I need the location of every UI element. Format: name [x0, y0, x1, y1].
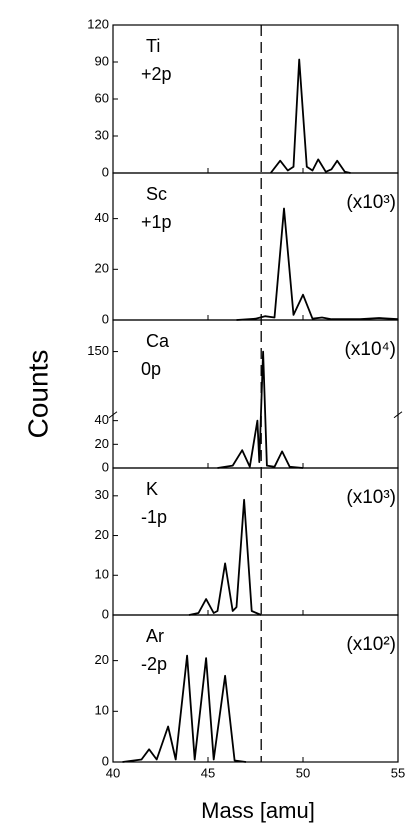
panel-sublabel: +2p [141, 64, 172, 84]
x-axis-label: Mass [amu] [201, 798, 315, 823]
y-tick-label: 30 [95, 127, 109, 142]
spectrum-line [236, 207, 399, 321]
y-tick-label: 0 [102, 753, 109, 768]
spectrum-line [217, 350, 304, 469]
y-tick-label: 150 [87, 343, 109, 358]
panel-multiplier: (x10³) [346, 192, 396, 213]
x-tick-label: 40 [106, 765, 120, 780]
panel-sublabel: -1p [141, 507, 167, 527]
y-tick-label: 90 [95, 53, 109, 68]
panel-frame [112, 614, 399, 763]
y-tick-label: 40 [95, 412, 109, 427]
y-tick-label: 20 [95, 261, 109, 276]
y-axis-label: Counts [22, 350, 53, 439]
y-tick-label: 10 [95, 567, 109, 582]
axis-break [108, 411, 118, 419]
spectrum-line [188, 498, 262, 616]
y-tick-label: 0 [102, 311, 109, 326]
panel-sublabel: -2p [141, 654, 167, 674]
y-tick-label: 20 [95, 436, 109, 451]
y-tick-label: 30 [95, 487, 109, 502]
panel-label: Ar [146, 626, 164, 646]
y-tick-label: 0 [102, 164, 109, 179]
panel-sublabel: 0p [141, 359, 161, 379]
x-tick-label: 50 [296, 765, 310, 780]
y-tick-label: 0 [102, 606, 109, 621]
panel-label: Ti [146, 36, 160, 56]
x-tick-label: 45 [201, 765, 215, 780]
y-tick-label: 20 [95, 527, 109, 542]
axis-break [393, 411, 403, 419]
panel-multiplier: (x10⁴) [345, 339, 396, 360]
panel-multiplier: (x10²) [346, 634, 396, 655]
panel-label: Sc [146, 184, 167, 204]
panel-label: Ca [146, 331, 170, 351]
y-tick-label: 120 [87, 16, 109, 31]
y-tick-label: 40 [95, 210, 109, 225]
y-tick-label: 20 [95, 652, 109, 667]
y-tick-label: 10 [95, 703, 109, 718]
x-tick-label: 55 [391, 765, 405, 780]
spectrum-line [122, 654, 247, 763]
panel-label: K [146, 479, 158, 499]
y-tick-label: 0 [102, 459, 109, 474]
spectrum-line [269, 58, 351, 174]
panel-multiplier: (x10³) [346, 487, 396, 508]
panel-sublabel: +1p [141, 212, 172, 232]
y-tick-label: 60 [95, 90, 109, 105]
